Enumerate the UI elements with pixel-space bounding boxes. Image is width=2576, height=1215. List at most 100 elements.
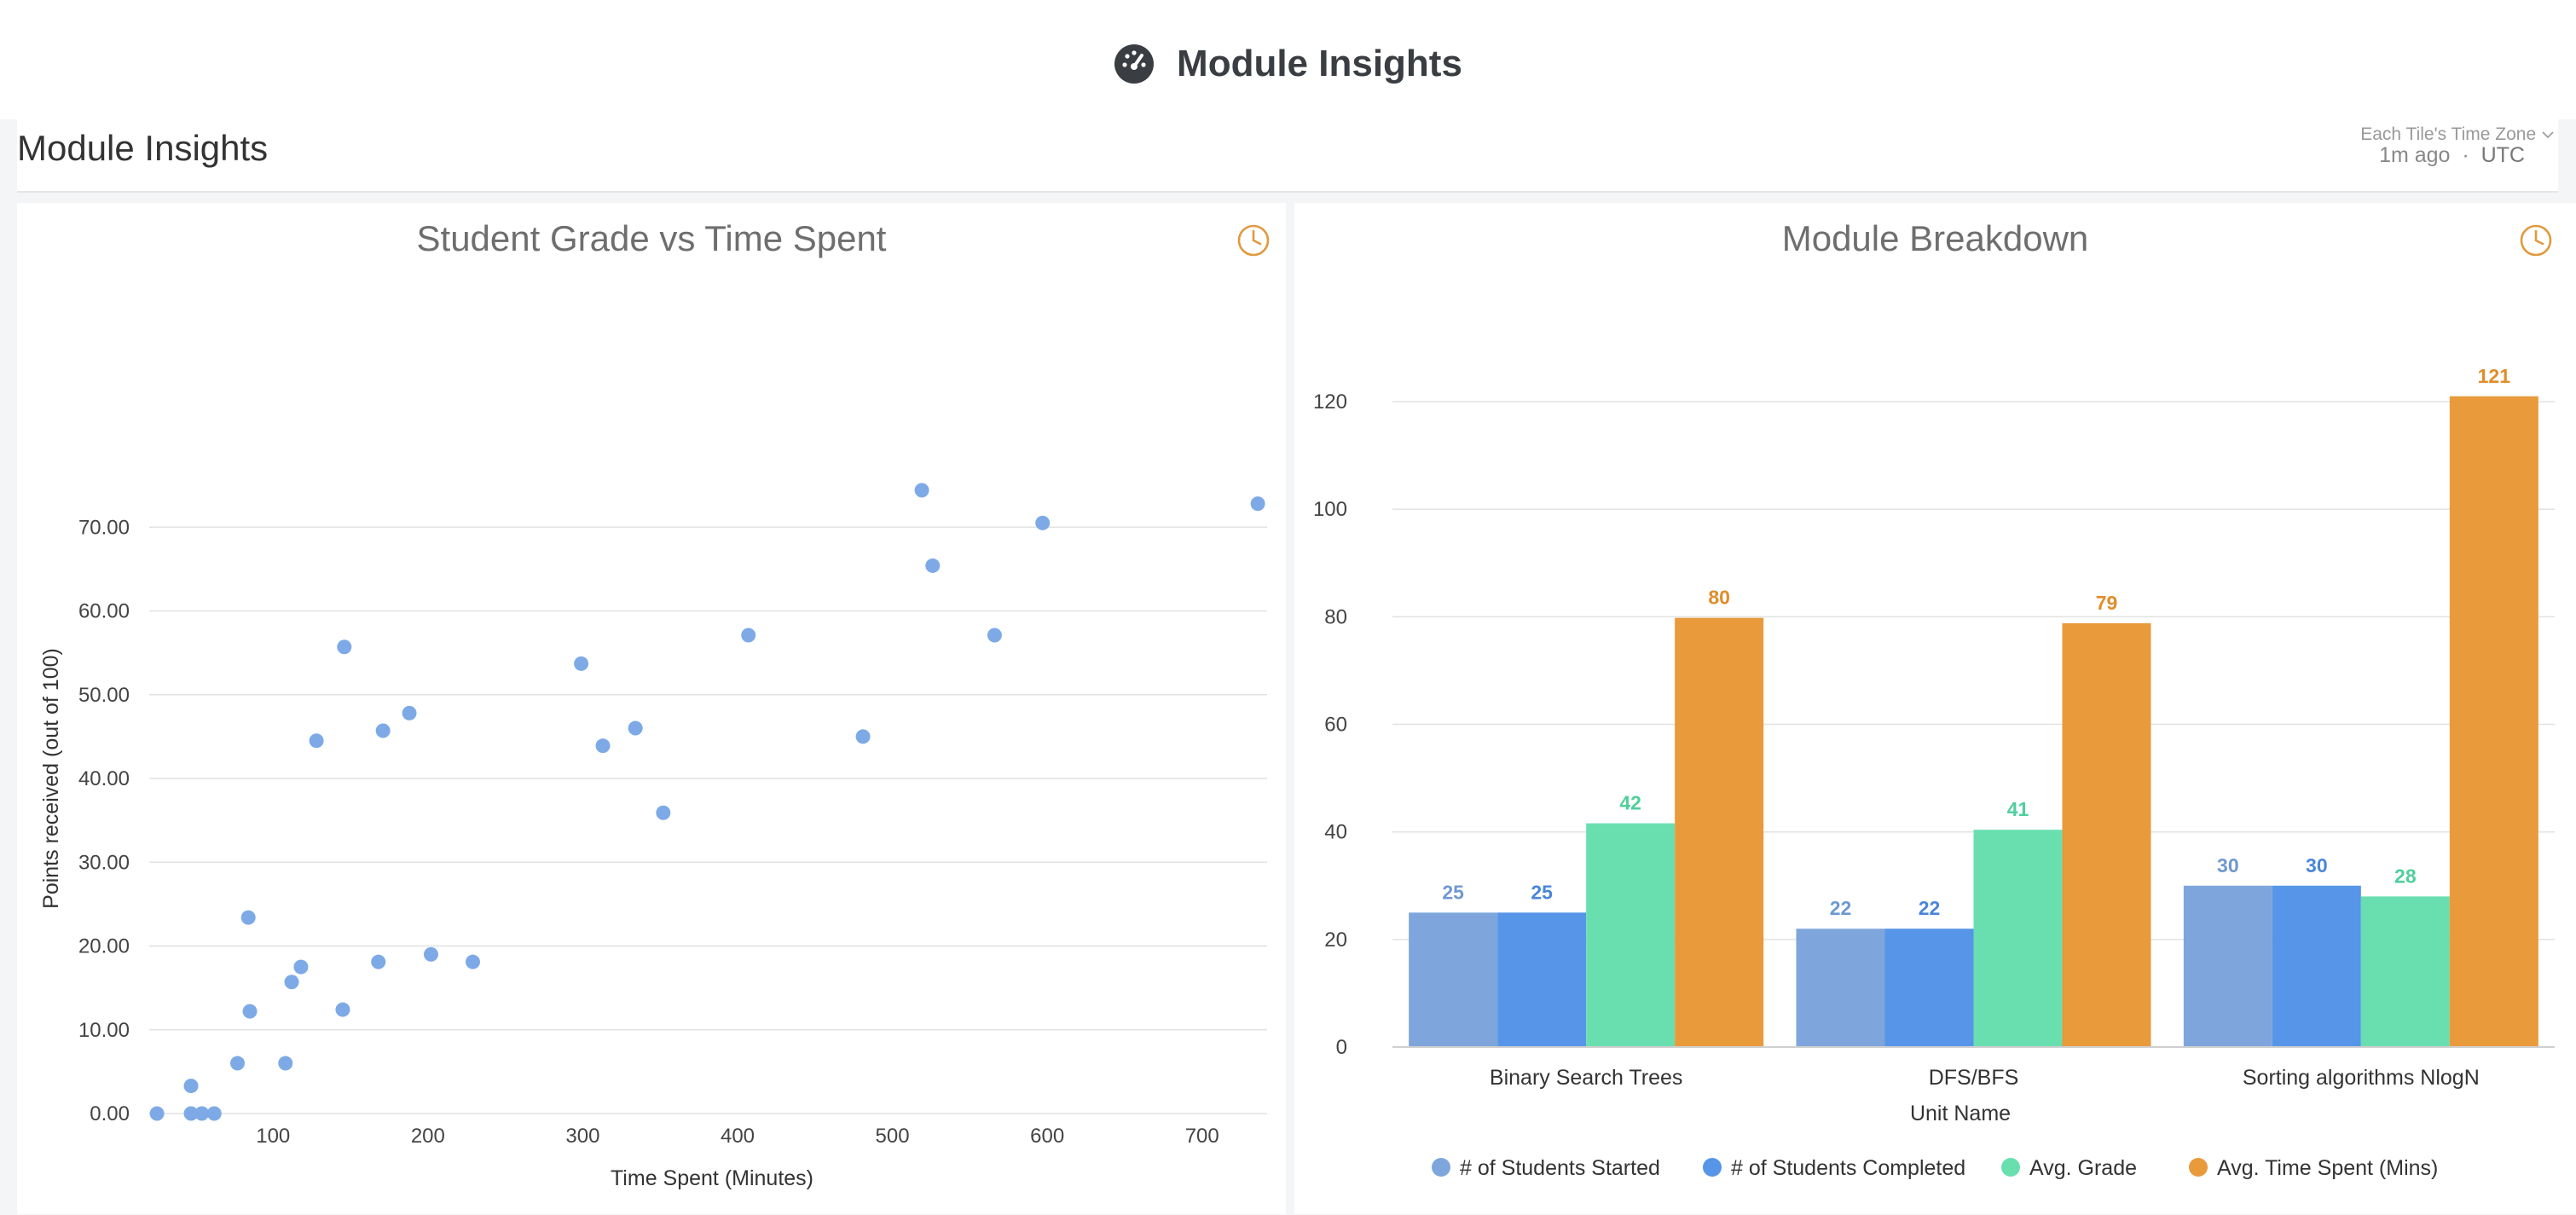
x-tick-label: 600 — [1030, 1125, 1064, 1148]
y-tick-label: 70.00 — [78, 516, 130, 539]
bar — [2062, 622, 2151, 1047]
data-label: 30 — [2306, 854, 2328, 877]
y-tick-label: 60.00 — [78, 600, 130, 623]
y-tick-label: 40 — [1324, 821, 1347, 844]
scatter-point — [914, 483, 929, 498]
bar — [1796, 929, 1885, 1047]
scatter-point — [183, 1106, 199, 1121]
legend-swatch — [2189, 1158, 2208, 1177]
scatter-point — [278, 1056, 293, 1071]
x-tick-label: 700 — [1185, 1125, 1219, 1148]
scatter-point — [741, 628, 756, 643]
data-label: 25 — [1531, 881, 1553, 903]
timezone-selector[interactable]: Each Tile's Time Zone — [2360, 124, 2555, 145]
refresh-status: 1m ago · UTC — [2379, 143, 2525, 168]
bar — [2360, 896, 2450, 1047]
y-axis-label: Points received (out of 100) — [39, 648, 63, 909]
data-label: 25 — [1442, 881, 1464, 903]
data-label: 42 — [1619, 792, 1641, 814]
refresh-time: 1m ago — [2379, 143, 2451, 167]
scatter-point — [466, 954, 480, 969]
dashboard-title-bar: Module Insights — [0, 34, 2576, 94]
y-tick-label: 40.00 — [78, 767, 130, 790]
scatter-point — [149, 1106, 165, 1121]
scatter-point — [656, 805, 671, 820]
y-tick-label: 50.00 — [78, 684, 130, 707]
scatter-point — [987, 628, 1002, 643]
bar — [2183, 885, 2272, 1047]
x-axis-label: Time Spent (Minutes) — [611, 1166, 813, 1190]
scatter-point — [1035, 515, 1051, 530]
scatter-point — [337, 639, 352, 655]
y-tick-label: 0 — [1336, 1036, 1347, 1059]
scatter-point — [230, 1056, 245, 1071]
scatter-point — [595, 738, 611, 754]
data-label: 80 — [1708, 587, 1730, 609]
scatter-point — [284, 975, 299, 990]
data-label: 79 — [2096, 592, 2118, 614]
category-label: Sorting algorithms NlogN — [2243, 1066, 2480, 1090]
data-label: 41 — [2007, 798, 2029, 820]
clock-icon[interactable] — [1236, 223, 1271, 257]
y-tick-label: 0.00 — [90, 1102, 130, 1125]
scatter-point — [375, 723, 391, 738]
bar — [1586, 823, 1676, 1047]
scatter-point — [335, 1002, 350, 1017]
scatter-point — [240, 910, 256, 925]
legend-swatch — [1703, 1158, 1722, 1177]
separator: · — [2462, 143, 2469, 167]
data-label: 28 — [2394, 865, 2417, 887]
timezone-value: UTC — [2480, 143, 2525, 167]
scatter-point — [242, 1004, 258, 1019]
scatter-point — [402, 705, 417, 720]
legend-swatch — [1432, 1158, 1450, 1177]
legend-label: Avg. Grade — [2029, 1156, 2137, 1180]
bar-tile: 0 20 40 60 80 100 120 25 25 42 80 Binary Search Tre… — [1294, 203, 2576, 1214]
bar — [2449, 396, 2538, 1047]
bar — [1497, 912, 1587, 1047]
data-label: 22 — [1830, 897, 1852, 919]
x-tick-label: 200 — [411, 1125, 445, 1148]
bar-chart: 0 20 40 60 80 100 120 25 25 42 80 Binary Search Tre… — [1313, 365, 2555, 1180]
bar-chart-title: Module Breakdown — [1781, 218, 2089, 258]
scatter-point — [183, 1079, 199, 1094]
scatter-point — [371, 954, 386, 969]
x-axis-label: Unit Name — [1910, 1102, 2011, 1125]
data-label: 30 — [2217, 854, 2239, 877]
timezone-label: Each Tile's Time Zone — [2360, 124, 2537, 144]
scatter-chart-title: Student Grade vs Time Spent — [416, 218, 887, 258]
clock-icon[interactable] — [2519, 223, 2553, 257]
scatter-point — [309, 733, 324, 749]
y-tick-label: 60 — [1324, 714, 1347, 737]
chevron-down-icon — [2542, 131, 2554, 139]
bar — [1973, 830, 2063, 1047]
scatter-point — [206, 1106, 222, 1121]
y-tick-label: 100 — [1313, 498, 1347, 521]
data-label: 121 — [2478, 365, 2511, 387]
bar — [2272, 885, 2361, 1047]
data-label: 22 — [1919, 897, 1941, 919]
y-tick-label: 30.00 — [78, 851, 130, 874]
y-tick-label: 80 — [1324, 605, 1347, 628]
scatter-point — [925, 558, 941, 573]
legend-label: Avg. Time Spent (Mins) — [2217, 1156, 2438, 1180]
scatter-point — [194, 1106, 210, 1121]
bar — [1409, 912, 1498, 1047]
section-title: Module Insights — [17, 128, 269, 168]
category-label: DFS/BFS — [1929, 1066, 2019, 1090]
bar — [1884, 929, 1974, 1047]
y-tick-label: 10.00 — [78, 1019, 130, 1042]
legend-label: # of Students Started — [1460, 1156, 1660, 1180]
scatter-point — [293, 959, 309, 975]
legend-label: # of Students Completed — [1731, 1156, 1965, 1180]
bar — [1675, 617, 1764, 1047]
section-header — [17, 119, 2558, 193]
scatter-point — [855, 729, 871, 744]
scatter-point — [1250, 496, 1265, 512]
scatter-point — [628, 720, 643, 736]
y-tick-label: 20.00 — [78, 935, 130, 958]
x-tick-label: 300 — [565, 1125, 599, 1148]
scatter-point — [574, 656, 589, 671]
legend-swatch — [2001, 1158, 2020, 1177]
scatter-tile: 0.00 10.00 20.00 30.00 40.00 50.00 60.00 70.00 1… — [17, 203, 1286, 1214]
